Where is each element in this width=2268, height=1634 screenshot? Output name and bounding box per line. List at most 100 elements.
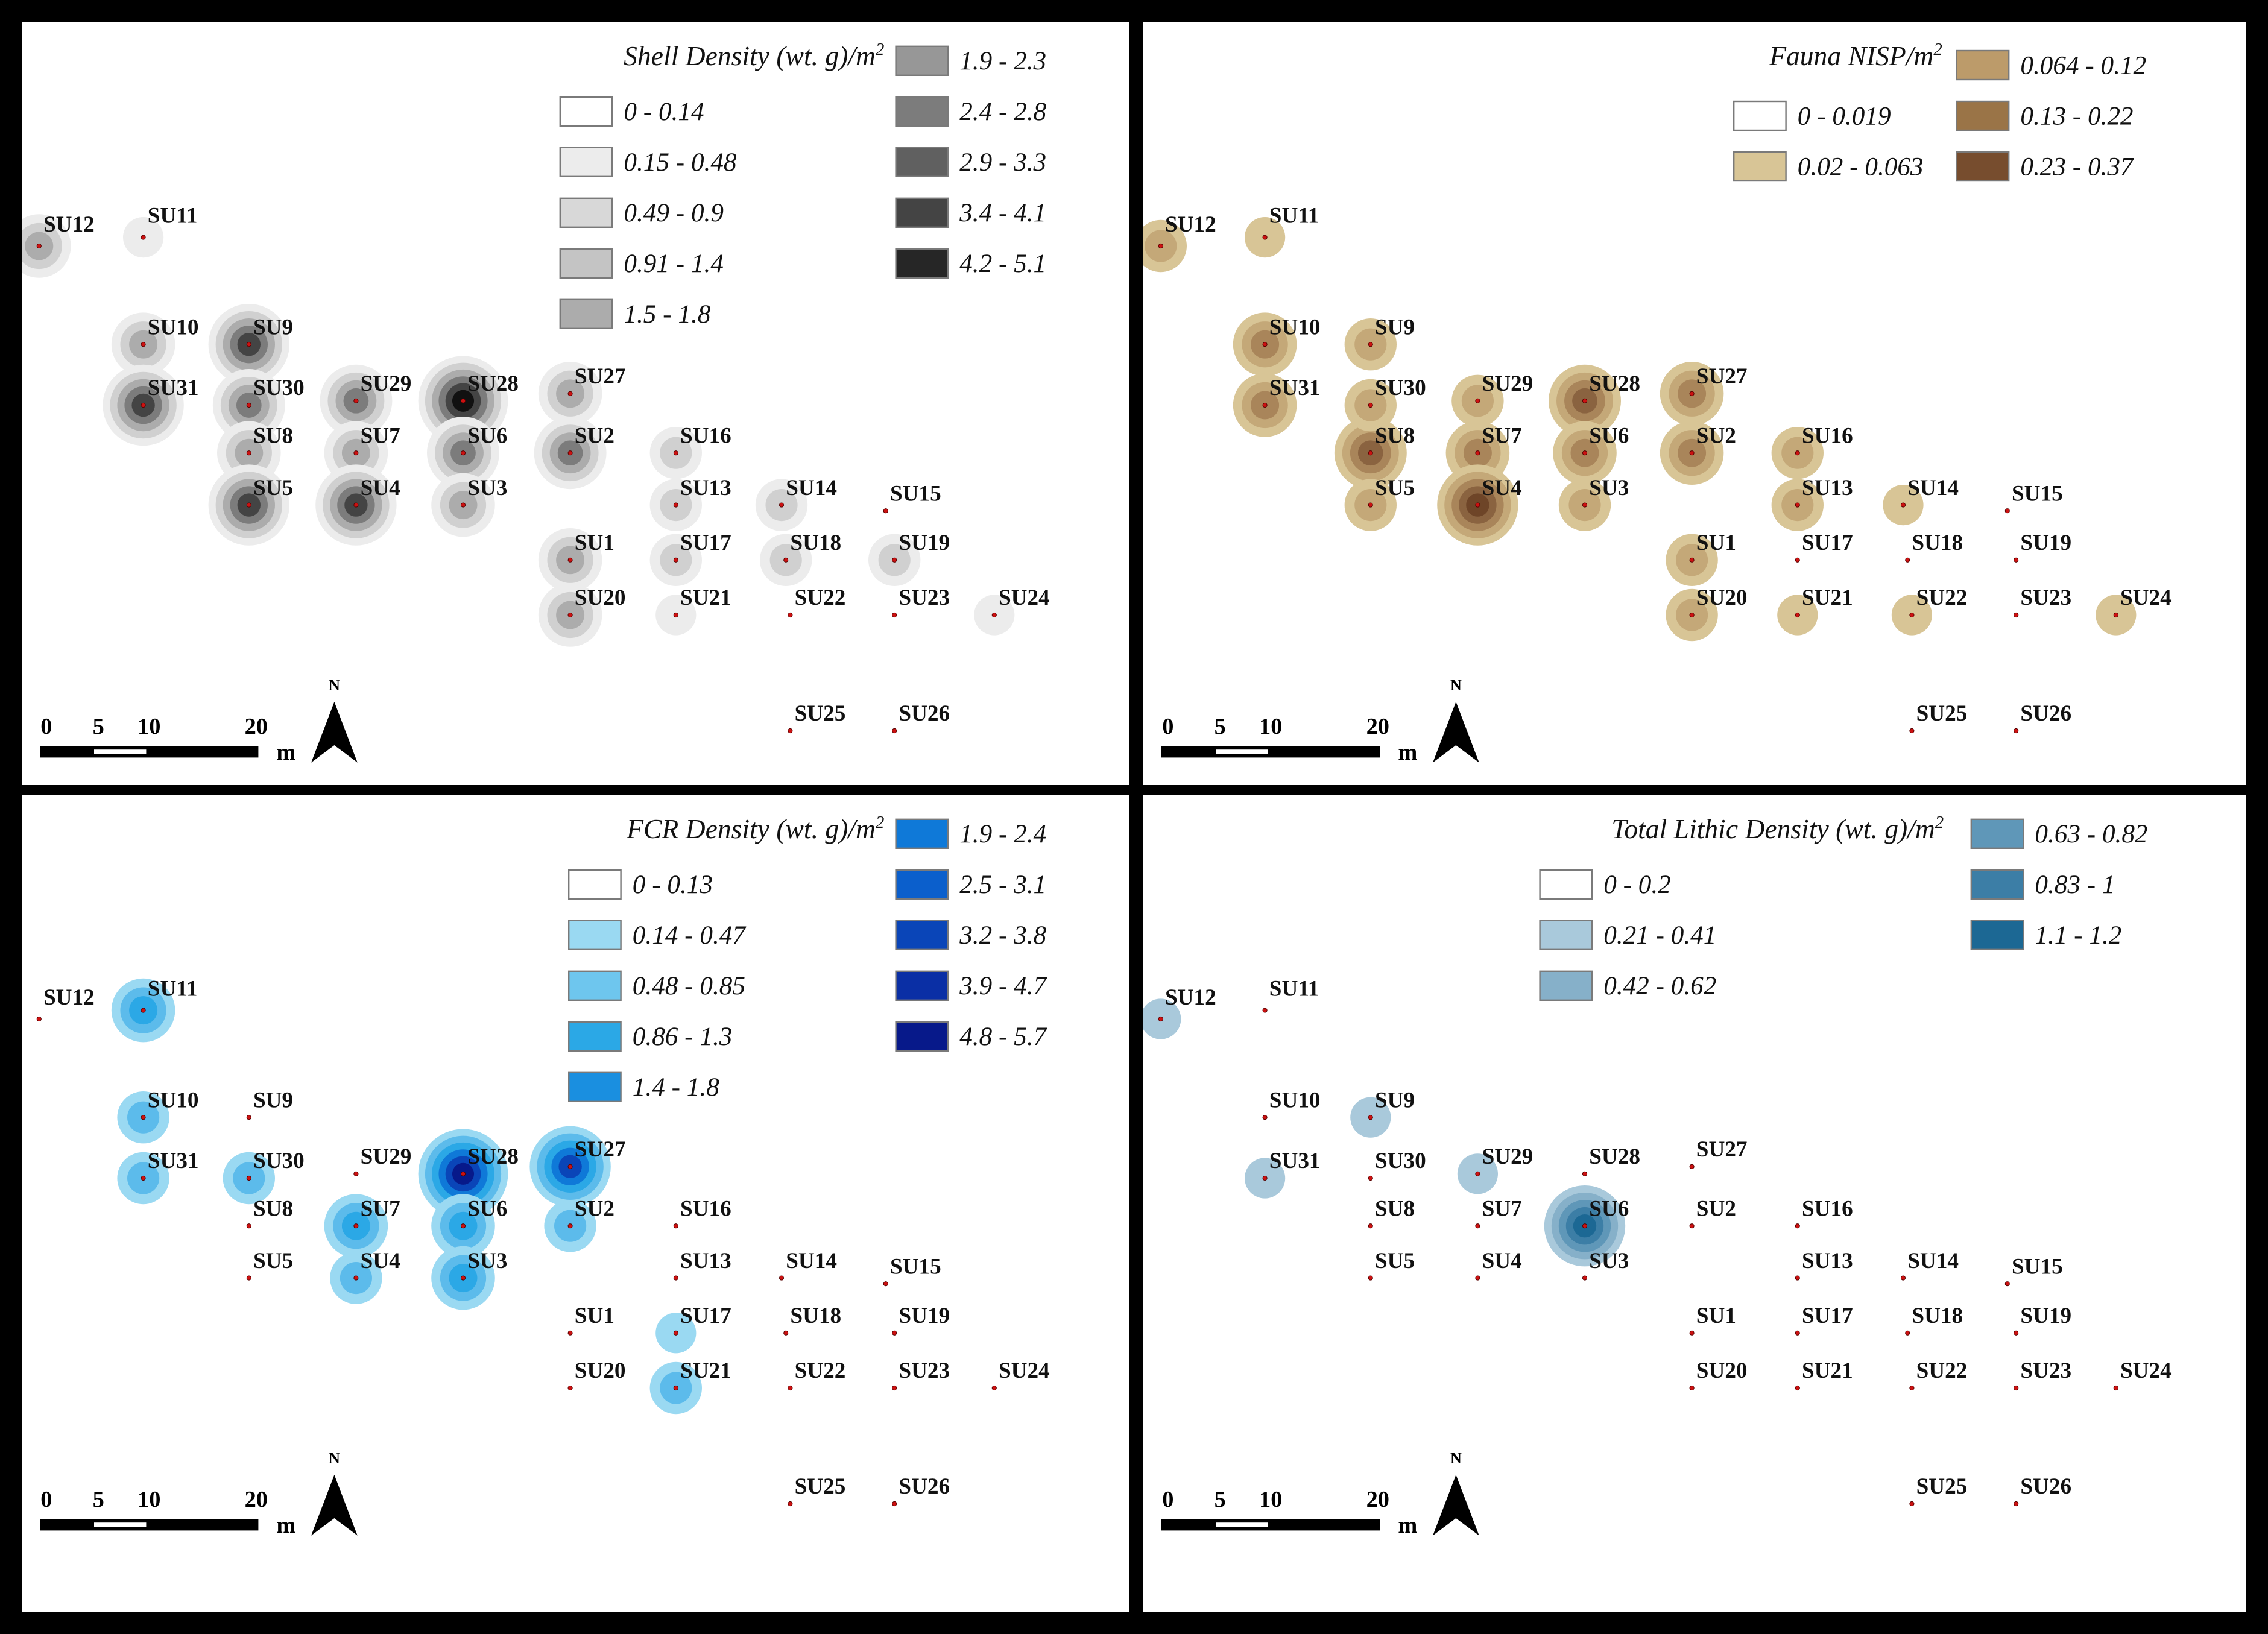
su-label: SU3 xyxy=(467,476,507,500)
su-label: SU16 xyxy=(680,423,731,448)
legend-row-right: 3.9 - 4.7 xyxy=(895,970,1048,1002)
legend-row-right: 1.9 - 2.4 xyxy=(895,818,1046,850)
legend-row-left: 0.21 - 0.41 xyxy=(1539,920,1716,951)
su-dot xyxy=(783,557,789,563)
scale-tick: 10 xyxy=(137,714,160,739)
legend-row-left: 0 - 0.14 xyxy=(559,96,704,127)
legend-row-left: 0 - 0.2 xyxy=(1539,869,1671,900)
su-dot xyxy=(1262,402,1268,408)
legend-title: Total Lithic Density (wt. g)/m2 xyxy=(1611,813,1944,844)
legend-row-right: 4.8 - 5.7 xyxy=(895,1021,1048,1052)
su-label: SU9 xyxy=(1375,315,1415,339)
north-label: N xyxy=(329,676,340,694)
su-label: SU9 xyxy=(253,1088,293,1112)
shell-sampling-units: SU1 SU2 SU3 SU4 SU5 SU6 SU7 SU8 SU9 SU10 SU11 SU12 S… xyxy=(36,204,1050,734)
su-label: SU31 xyxy=(148,376,199,400)
su-label: SU25 xyxy=(795,1474,846,1499)
su-dot xyxy=(883,508,888,514)
su-label: SU8 xyxy=(253,423,293,448)
su-label: SU11 xyxy=(1269,204,1319,229)
su-dot xyxy=(991,612,997,618)
su-dot xyxy=(1689,1164,1695,1169)
su-label: SU17 xyxy=(680,531,731,555)
su-dot xyxy=(2113,1385,2118,1391)
legend-swatch xyxy=(895,197,949,229)
legend-label: 3.2 - 3.8 xyxy=(959,921,1046,950)
scale-tick: 0 xyxy=(40,714,52,739)
north-label: N xyxy=(1450,1449,1462,1467)
su-label: SU18 xyxy=(1912,1304,1963,1328)
su-dot xyxy=(1582,1275,1588,1281)
north-label: N xyxy=(1450,676,1462,694)
scale-tick: 20 xyxy=(1366,714,1389,739)
vertical-divider xyxy=(1129,11,1143,1623)
su-label: SU15 xyxy=(890,481,941,506)
legend-label: 1.9 - 2.3 xyxy=(959,47,1046,75)
legend-row-left: 1.4 - 1.8 xyxy=(568,1071,719,1103)
legend-label: 3.4 - 4.1 xyxy=(959,199,1046,227)
legend-row-left: 0.48 - 0.85 xyxy=(568,970,745,1002)
shell-blob-su12 xyxy=(22,214,71,278)
su-label: SU23 xyxy=(899,1358,950,1383)
su-label: SU1 xyxy=(1696,531,1736,555)
su-label: SU24 xyxy=(2120,1358,2172,1383)
su-dot xyxy=(141,1175,146,1181)
su-dot xyxy=(1158,243,1163,249)
su-label: SU29 xyxy=(1482,1144,1534,1169)
su-dot xyxy=(460,1171,466,1176)
su-label: SU24 xyxy=(999,585,1050,610)
su-dot xyxy=(892,728,897,734)
su-dot xyxy=(1158,1016,1163,1022)
su-dot xyxy=(779,1275,785,1281)
scale-tick: 10 xyxy=(1259,1487,1282,1512)
panel-lithic: SU1 SU2 SU3 SU4 SU5 SU6 SU7 SU8 SU9 SU10 SU11 SU12 S… xyxy=(1143,813,2172,1538)
fauna-density-surface: SU1 SU2 SU3 SU4 SU5 SU6 SU7 SU8 SU9 SU10 SU11 SU12 S… xyxy=(1143,204,2172,734)
legend-row-right: 1.9 - 2.3 xyxy=(895,45,1046,77)
su-label: SU5 xyxy=(253,476,293,500)
scale-tick: 10 xyxy=(137,1487,160,1512)
su-dot xyxy=(892,557,897,563)
lithic-sampling-units: SU1 SU2 SU3 SU4 SU5 SU6 SU7 SU8 SU9 SU10 SU11 SU12 S… xyxy=(1158,977,2172,1507)
su-dot xyxy=(353,1275,359,1281)
legend-label: 0.48 - 0.85 xyxy=(633,972,745,1000)
su-dot xyxy=(460,398,466,403)
su-dot xyxy=(1368,450,1373,456)
su-dot xyxy=(1909,612,1915,618)
su-label: SU30 xyxy=(1375,376,1426,400)
su-dot xyxy=(1475,1223,1480,1229)
su-dot xyxy=(1262,1115,1268,1120)
su-dot xyxy=(246,1115,251,1120)
shell-legend: Shell Density (wt. g)/m2 0 - 0.14 0.15 - 0… xyxy=(559,40,1047,330)
panel-fauna: SU1 SU2 SU3 SU4 SU5 SU6 SU7 SU8 SU9 SU10 SU11 SU12 S… xyxy=(1143,40,2172,765)
su-dot xyxy=(673,450,678,456)
legend-swatch xyxy=(1539,920,1593,951)
su-label: SU28 xyxy=(1589,1144,1640,1169)
su-label: SU2 xyxy=(1696,423,1736,448)
legend-label: 1.4 - 1.8 xyxy=(633,1073,719,1102)
su-label: SU21 xyxy=(680,585,731,610)
su-dot xyxy=(567,450,573,456)
scale-bar: 0 5 10 20 m xyxy=(1161,714,1417,765)
su-label: SU8 xyxy=(1375,423,1415,448)
su-label: SU29 xyxy=(361,1144,412,1169)
legend-row-right: 0.064 - 0.12 xyxy=(1956,49,2146,81)
su-dot xyxy=(2014,1501,2019,1507)
scale-tick: 5 xyxy=(1215,714,1226,739)
su-dot xyxy=(1582,398,1588,403)
lithic-legend: Total Lithic Density (wt. g)/m2 0 - 0.2 0.… xyxy=(1539,813,2148,1002)
su-dot xyxy=(1368,402,1373,408)
su-dot xyxy=(1909,1501,1915,1507)
shell-density-surface: SU1 SU2 SU3 SU4 SU5 SU6 SU7 SU8 SU9 SU10 SU11 SU12 S… xyxy=(22,204,1050,734)
su-label: SU23 xyxy=(899,585,950,610)
su-label: SU25 xyxy=(1916,1474,1968,1499)
north-arrow: N xyxy=(311,1449,358,1536)
su-dot xyxy=(1909,1385,1915,1391)
lithic-density-surface: SU1 SU2 SU3 SU4 SU5 SU6 SU7 SU8 SU9 SU10 SU11 SU12 S… xyxy=(1143,977,2172,1507)
legend-row-right: 0.83 - 1 xyxy=(1970,869,2115,900)
scale-tick: 10 xyxy=(1259,714,1282,739)
scale-unit: m xyxy=(1398,1513,1417,1538)
su-dot xyxy=(2004,1281,2010,1287)
su-dot xyxy=(1795,1385,1800,1391)
su-dot xyxy=(1795,502,1800,508)
su-dot xyxy=(788,728,793,734)
